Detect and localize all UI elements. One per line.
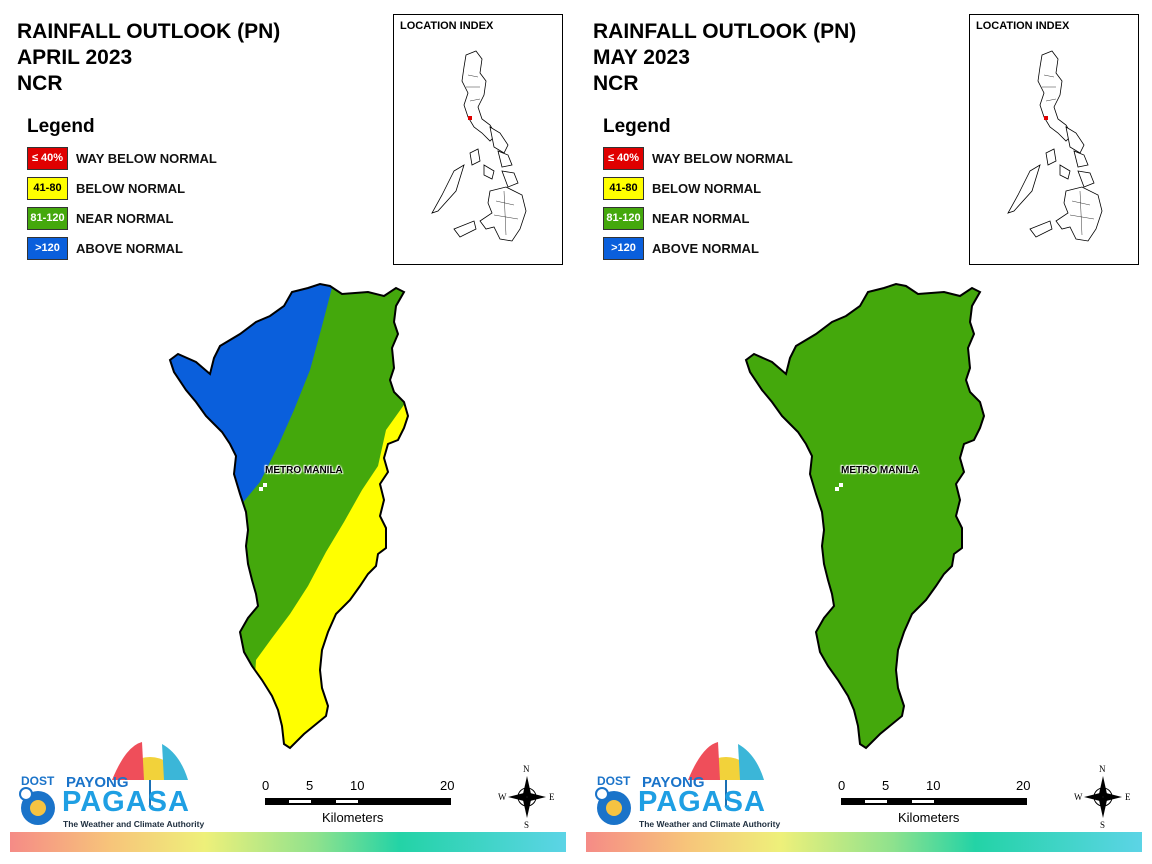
legend-label: ABOVE NORMAL: [76, 241, 183, 256]
legend-title: Legend: [27, 116, 95, 137]
scale-tick-10: 10: [926, 778, 941, 793]
scale-bar: 0 5 10 20 Kilometers: [838, 778, 1038, 828]
umbrella-logo-icon: [19, 742, 188, 825]
compass-s: S: [524, 820, 530, 830]
compass-n: N: [1099, 764, 1106, 774]
compass-s: S: [1100, 820, 1106, 830]
metro-manila-marker: [835, 483, 843, 491]
payong-text: PAYONG: [642, 774, 705, 791]
logo-tagline: The Weather and Climate Authority: [63, 819, 205, 829]
location-index-title: LOCATION INDEX: [400, 20, 494, 32]
title-line-3: NCR: [17, 72, 63, 95]
compass-w: W: [498, 792, 507, 802]
ncr-boundary: [168, 282, 410, 750]
scale-unit: Kilometers: [898, 810, 960, 825]
ncr-rainfall-map: [744, 282, 986, 750]
compass-rose-icon: [1084, 776, 1122, 818]
scale-tick-20: 20: [440, 778, 455, 793]
legend-title: Legend: [603, 116, 671, 137]
legend-label: NEAR NORMAL: [76, 211, 174, 226]
title-line-2: APRIL 2023: [17, 46, 133, 69]
legend: Legend ≤ 40% WAY BELOW NORMAL 41-80 BELO…: [27, 116, 217, 267]
near-normal-zone: [744, 282, 986, 750]
philippines-index-map: [431, 50, 527, 242]
scale-tick-0: 0: [838, 778, 846, 793]
pagasa-logo: DOST PAYONG PAGASA The Weather and Clima…: [16, 740, 204, 832]
legend-label: ABOVE NORMAL: [652, 241, 759, 256]
ncr-rainfall-map: [168, 282, 410, 750]
north-arrow: N S W E: [1074, 764, 1132, 830]
scale-tick-20: 20: [1016, 778, 1031, 793]
legend-swatch: 41-80: [603, 177, 644, 200]
legend-label: BELOW NORMAL: [652, 181, 762, 196]
legend-label: NEAR NORMAL: [652, 211, 750, 226]
compass-rose-icon: [508, 776, 546, 818]
scale-segments: [265, 798, 451, 805]
legend-item-above-normal: >120 ABOVE NORMAL: [603, 237, 759, 267]
compass-w: W: [1074, 792, 1083, 802]
philippines-index-map: [1007, 50, 1103, 242]
legend-label: WAY BELOW NORMAL: [76, 151, 217, 166]
legend-label: BELOW NORMAL: [76, 181, 186, 196]
legend-swatch: ≤ 40%: [27, 147, 68, 170]
legend-swatch: 81-120: [603, 207, 644, 230]
outlook-panel-april: RAINFALL OUTLOOK (PN) APRIL 2023 NCR Leg…: [10, 14, 566, 852]
place-label-metro-manila: METRO MANILA: [265, 465, 343, 476]
outlook-panel-may: RAINFALL OUTLOOK (PN) MAY 2023 NCR Legen…: [576, 0, 1152, 864]
legend-item-way-below-normal: ≤ 40% WAY BELOW NORMAL: [603, 147, 793, 177]
location-index-title: LOCATION INDEX: [976, 20, 1070, 32]
logo-tagline: The Weather and Climate Authority: [639, 819, 781, 829]
dost-text: DOST: [21, 774, 55, 788]
pagasa-logo: DOST PAYONG PAGASA The Weather and Clima…: [592, 740, 780, 832]
pagasa-text: PAGASA: [638, 786, 766, 818]
legend-swatch: 81-120: [27, 207, 68, 230]
legend-swatch: >120: [27, 237, 68, 260]
compass-e: E: [1125, 792, 1131, 802]
legend-item-near-normal: 81-120 NEAR NORMAL: [603, 207, 750, 237]
scale-tick-0: 0: [262, 778, 270, 793]
footer-gradient-bar: [10, 832, 566, 852]
title-line-3: NCR: [593, 72, 639, 95]
dost-text: DOST: [597, 774, 631, 788]
scale-tick-5: 5: [882, 778, 890, 793]
ncr-locator-marker: [468, 116, 472, 120]
title-line-1: RAINFALL OUTLOOK (PN): [17, 20, 281, 43]
legend-swatch: >120: [603, 237, 644, 260]
umbrella-logo-icon: [595, 742, 764, 825]
compass-n: N: [523, 764, 530, 774]
compass-e: E: [549, 792, 555, 802]
legend-swatch: ≤ 40%: [603, 147, 644, 170]
map-title: RAINFALL OUTLOOK (PN) MAY 2023 NCR: [593, 19, 856, 97]
scale-unit: Kilometers: [322, 810, 384, 825]
location-index-box: LOCATION INDEX: [393, 14, 563, 265]
scale-tick-5: 5: [306, 778, 314, 793]
scale-tick-10: 10: [350, 778, 365, 793]
title-line-1: RAINFALL OUTLOOK (PN): [593, 20, 857, 43]
legend-item-below-normal: 41-80 BELOW NORMAL: [603, 177, 761, 207]
legend-item-above-normal: >120 ABOVE NORMAL: [27, 237, 183, 267]
title-line-2: MAY 2023: [593, 46, 690, 69]
map-title: RAINFALL OUTLOOK (PN) APRIL 2023 NCR: [17, 19, 280, 97]
north-arrow: N S W E: [498, 764, 556, 830]
legend-label: WAY BELOW NORMAL: [652, 151, 793, 166]
footer-gradient-bar: [586, 832, 1142, 852]
payong-text: PAYONG: [66, 774, 129, 791]
scale-segments: [841, 798, 1027, 805]
location-index-box: LOCATION INDEX: [969, 14, 1139, 265]
scale-bar: 0 5 10 20 Kilometers: [262, 778, 462, 828]
place-label-metro-manila: METRO MANILA: [841, 465, 919, 476]
legend-item-near-normal: 81-120 NEAR NORMAL: [27, 207, 174, 237]
ncr-locator-marker: [1044, 116, 1048, 120]
metro-manila-marker: [259, 483, 267, 491]
legend: Legend ≤ 40% WAY BELOW NORMAL 41-80 BELO…: [603, 116, 793, 267]
legend-item-way-below-normal: ≤ 40% WAY BELOW NORMAL: [27, 147, 217, 177]
pagasa-text: PAGASA: [62, 786, 190, 818]
legend-swatch: 41-80: [27, 177, 68, 200]
legend-item-below-normal: 41-80 BELOW NORMAL: [27, 177, 185, 207]
